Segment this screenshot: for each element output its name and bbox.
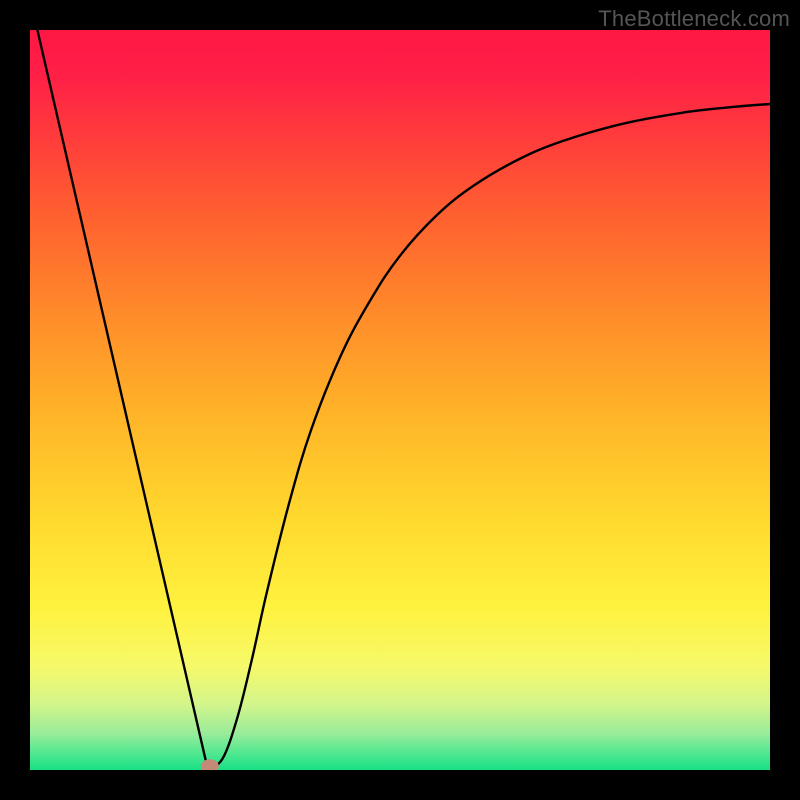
watermark-text: TheBottleneck.com bbox=[598, 6, 790, 32]
chart-container: TheBottleneck.com bbox=[0, 0, 800, 800]
gradient-background bbox=[30, 30, 770, 770]
plot-area bbox=[30, 30, 770, 770]
chart-svg bbox=[30, 30, 770, 770]
